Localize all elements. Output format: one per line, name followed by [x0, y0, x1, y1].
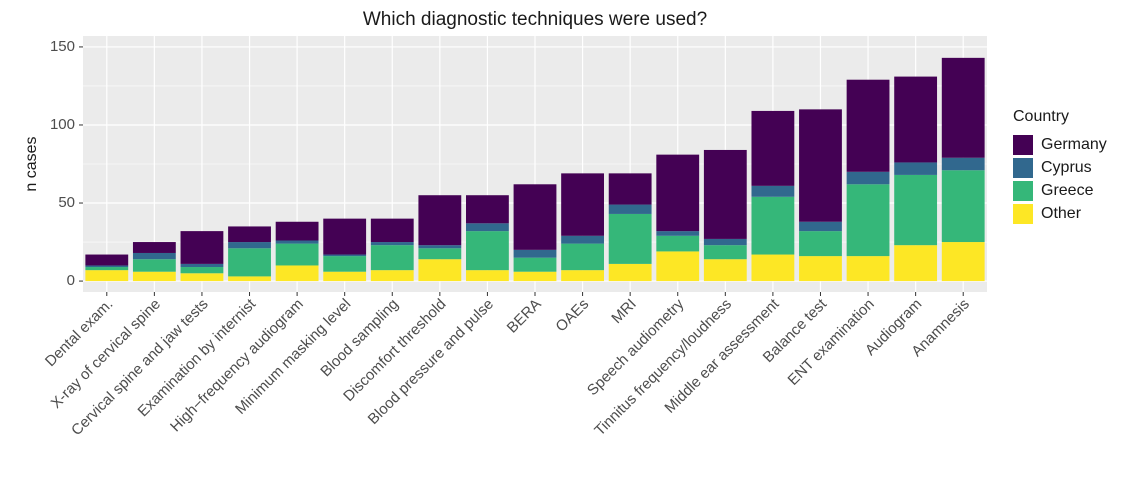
bar-segment	[941, 157, 985, 171]
legend-key	[1013, 204, 1033, 224]
legend-key	[1013, 158, 1033, 178]
bar-segment	[941, 170, 985, 243]
legend-label: Germany	[1041, 136, 1107, 153]
bar-segment	[132, 271, 176, 282]
bar-segment	[228, 276, 271, 282]
bar-segment	[228, 226, 271, 243]
bar-segment	[466, 270, 509, 282]
bar-segment	[418, 245, 462, 249]
bar-segment	[561, 243, 604, 271]
x-tick-label: ENT examination	[785, 296, 878, 389]
legend-label: Cyprus	[1041, 159, 1092, 176]
x-tick-label: BERA	[504, 296, 545, 337]
bar-segment	[180, 231, 224, 264]
bar-segment	[656, 251, 700, 282]
bar-segment	[751, 254, 795, 282]
bar-segment	[228, 242, 271, 249]
bar-segment	[846, 256, 890, 282]
bar-segment	[608, 204, 652, 214]
bar-segment	[799, 231, 842, 257]
x-tick-label: MRI	[608, 296, 639, 327]
bar-segment	[466, 231, 509, 271]
bar-segment	[85, 265, 129, 268]
bar-segment	[513, 271, 557, 282]
x-tick-label: OAEs	[552, 296, 592, 336]
bar-segment	[703, 259, 747, 282]
bar-segment	[608, 263, 652, 282]
legend-title: Country	[1013, 108, 1069, 125]
bar-segment	[180, 273, 224, 282]
bar-segment	[513, 257, 557, 272]
bar-segment	[466, 195, 509, 224]
bar-segment	[275, 243, 319, 266]
bar-segment	[132, 242, 176, 253]
bar-segment	[180, 267, 224, 274]
bar-segment	[418, 248, 462, 260]
legend-label: Greece	[1041, 182, 1094, 199]
bar-segment	[656, 154, 700, 232]
bar-segment	[703, 238, 747, 246]
bar-segment	[608, 213, 652, 264]
y-tick-label: 50	[58, 194, 75, 211]
bar-segment	[85, 267, 129, 271]
y-axis-label: n cases	[23, 136, 40, 191]
bar-segment	[846, 79, 890, 172]
legend-label: Other	[1041, 205, 1082, 222]
bar-segment	[941, 57, 985, 158]
bar-segment	[751, 185, 795, 197]
bar-segment	[608, 173, 652, 205]
bar-segment	[228, 248, 271, 277]
bar-segment	[418, 195, 462, 246]
bar-segment	[751, 196, 795, 255]
bar-segment	[894, 76, 938, 163]
bar-segment	[561, 235, 604, 244]
y-tick-label: 0	[67, 272, 75, 289]
bar-segment	[799, 109, 842, 222]
bar-segment	[656, 235, 700, 252]
bar-segment	[513, 184, 557, 250]
bar-segment	[703, 149, 747, 239]
legend-key	[1013, 135, 1033, 155]
bar-segment	[85, 270, 129, 282]
bar-segment	[323, 254, 367, 257]
bar-segment	[799, 256, 842, 282]
bar-segment	[894, 162, 938, 175]
bar-segment	[370, 242, 414, 246]
bar-segment	[132, 259, 176, 272]
bar-segment	[275, 221, 319, 241]
chart-title: Which diagnostic techniques were used?	[363, 9, 707, 30]
bar-segment	[275, 240, 319, 244]
bar-segment	[85, 254, 129, 266]
bar-segment	[132, 252, 176, 260]
bar-segment	[894, 245, 938, 282]
bar-segment	[370, 218, 414, 243]
bar-segment	[656, 231, 700, 236]
bar-segment	[561, 270, 604, 282]
bar-segment	[799, 221, 842, 232]
bar-segment	[323, 256, 367, 272]
bar-segment	[370, 270, 414, 282]
y-tick-label: 150	[50, 38, 75, 55]
y-tick-label: 100	[50, 116, 75, 133]
bar-segment	[275, 265, 319, 282]
bar-segment	[751, 110, 795, 186]
bar-segment	[941, 242, 985, 282]
bar-segment	[418, 259, 462, 282]
bar-segment	[846, 184, 890, 257]
bar-segment	[561, 173, 604, 236]
bar-segment	[846, 171, 890, 185]
bar-segment	[466, 223, 509, 232]
bar-segment	[894, 174, 938, 246]
bar-segment	[180, 263, 224, 268]
bar-segment	[323, 218, 367, 255]
bar-segment	[323, 271, 367, 282]
bar-segment	[513, 249, 557, 258]
legend-key	[1013, 181, 1033, 201]
bar-segment	[703, 245, 747, 260]
bar-segment	[370, 245, 414, 271]
